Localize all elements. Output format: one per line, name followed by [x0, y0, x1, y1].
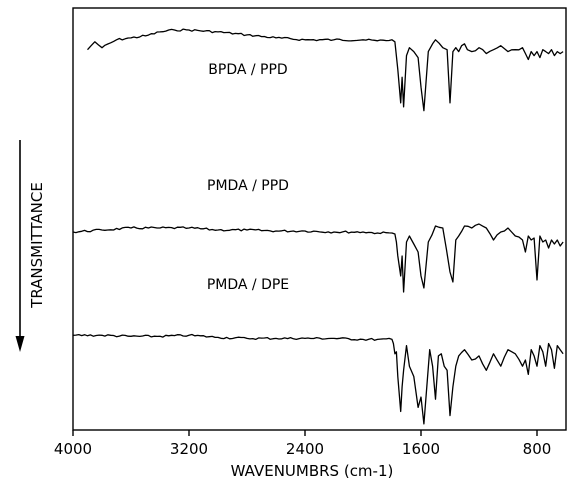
series-layer	[72, 28, 564, 425]
x-tick-label: 4000	[54, 440, 92, 458]
x-axis-title: WAVENUMBRS (cm-1)	[231, 462, 394, 480]
series-label-layer: BPDA / PPD PMDA / PPD PMDA / DPE	[207, 62, 289, 293]
x-tick-layer: 4000 3200 2400 1600 800	[54, 430, 551, 458]
series-label-1: BPDA / PPD	[208, 62, 287, 78]
x-tick-label: 3200	[170, 440, 208, 458]
spectrum-line-3	[72, 333, 564, 425]
spectrum-line-2	[72, 223, 564, 293]
series-label-3: PMDA / DPE	[207, 277, 289, 293]
spectrum-line-1	[87, 28, 564, 112]
x-tick-label: 1600	[402, 440, 440, 458]
y-axis-arrow-icon	[15, 140, 25, 352]
x-tick-label: 2400	[286, 440, 324, 458]
plot-border	[72, 7, 567, 431]
y-axis-title: TRANSMITTANCE	[28, 182, 46, 309]
x-tick-label: 800	[523, 440, 552, 458]
plot-frame	[72, 7, 567, 431]
series-label-2: PMDA / PPD	[207, 178, 289, 194]
